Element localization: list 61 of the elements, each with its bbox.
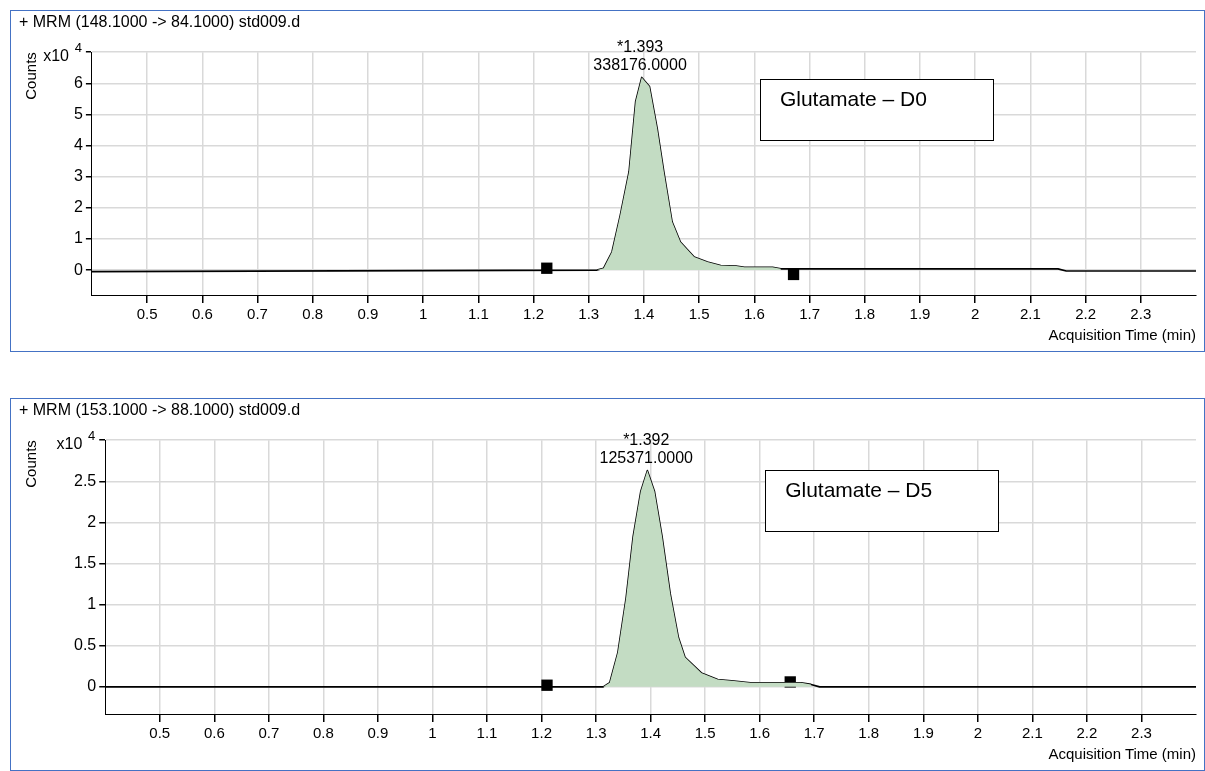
x-tick-label: 0.7 xyxy=(258,724,280,742)
x-tick-label: 1.9 xyxy=(912,724,934,742)
x-tick-label: 0.5 xyxy=(149,724,171,742)
x-tick-label: 1.2 xyxy=(523,305,544,323)
y-tick-label: 4 xyxy=(73,135,83,153)
y-axis-title: Counts xyxy=(22,440,40,488)
x-tick-label: 1.9 xyxy=(909,305,931,323)
x-tick-label: 1.8 xyxy=(858,724,880,742)
x-tick-label: 2 xyxy=(973,724,983,742)
x-tick-label: 2.1 xyxy=(1019,305,1041,323)
x-tick-label: 0.6 xyxy=(203,724,225,742)
x-tick-label: 1.6 xyxy=(749,724,771,742)
x-tick-label: 1.4 xyxy=(640,724,662,742)
y-tick-label: 1 xyxy=(73,229,83,247)
x-axis-title: Acquisition Time (min) xyxy=(1048,326,1196,344)
annotation: Glutamate – D5 xyxy=(785,478,933,503)
x-tick-label: 0.5 xyxy=(136,305,158,323)
x-tick-label: 0.9 xyxy=(367,724,389,742)
x-tick-label: 1 xyxy=(418,305,428,323)
y-tick-label: 1 xyxy=(87,595,97,613)
x-tick-label: 2.1 xyxy=(1021,724,1043,742)
annotation: Glutamate – D0 xyxy=(779,86,927,111)
x-tick-label: 1.2 xyxy=(531,724,552,742)
y-tick-label: 3 xyxy=(73,167,83,185)
chart-title: + MRM (153.1000 -> 88.1000) std009.d xyxy=(19,401,301,419)
y-tick-label: 1.5 xyxy=(73,553,97,571)
y-tick-label: 0 xyxy=(73,260,83,278)
x-tick-label: 1.8 xyxy=(854,305,876,323)
x-tick-label: 0.8 xyxy=(312,724,334,742)
y-axis-title: Counts xyxy=(22,52,40,100)
x-tick-label: 1.4 xyxy=(633,305,655,323)
y-tick-label: 0 xyxy=(87,677,97,695)
x-tick-label: 1 xyxy=(428,724,437,742)
y-tick-label: 2 xyxy=(87,512,97,530)
annotation: *1.393 338176.0000 xyxy=(593,37,687,73)
y-tick-label: 5 xyxy=(73,104,83,122)
x-tick-label: 1.1 xyxy=(476,724,498,742)
x-tick-label: 1.1 xyxy=(467,305,489,323)
x-tick-label: 0.9 xyxy=(357,305,379,323)
x-tick-label: 1.5 xyxy=(688,305,710,323)
x-tick-label: 1.7 xyxy=(799,305,820,323)
x-tick-label: 0.6 xyxy=(191,305,213,323)
y-tick-label: 2 xyxy=(73,198,83,216)
x-tick-label: 1.3 xyxy=(585,724,607,742)
y-tick-label: 6 xyxy=(73,73,83,91)
x-tick-label: 2.2 xyxy=(1075,305,1097,323)
x-axis-title: Acquisition Time (min) xyxy=(1048,745,1196,763)
chart-title: + MRM (148.1000 -> 84.1000) std009.d xyxy=(19,13,301,31)
x-tick-label: 1.3 xyxy=(578,305,600,323)
x-tick-label: 2.3 xyxy=(1131,724,1152,742)
x-tick-label: 1.6 xyxy=(743,305,765,323)
x-tick-label: 2.3 xyxy=(1130,305,1152,323)
x-tick-label: 2.2 xyxy=(1076,724,1098,742)
x-tick-label: 2 xyxy=(971,305,980,323)
x-tick-label: 1.7 xyxy=(803,724,825,742)
y-tick-label: 2.5 xyxy=(73,471,97,489)
y-tick-label: 0.5 xyxy=(73,636,97,654)
x-tick-label: 0.7 xyxy=(247,305,268,323)
annotation: *1.392 125371.0000 xyxy=(599,431,694,467)
x-tick-label: 1.5 xyxy=(694,724,716,742)
x-tick-label: 0.8 xyxy=(302,305,324,323)
